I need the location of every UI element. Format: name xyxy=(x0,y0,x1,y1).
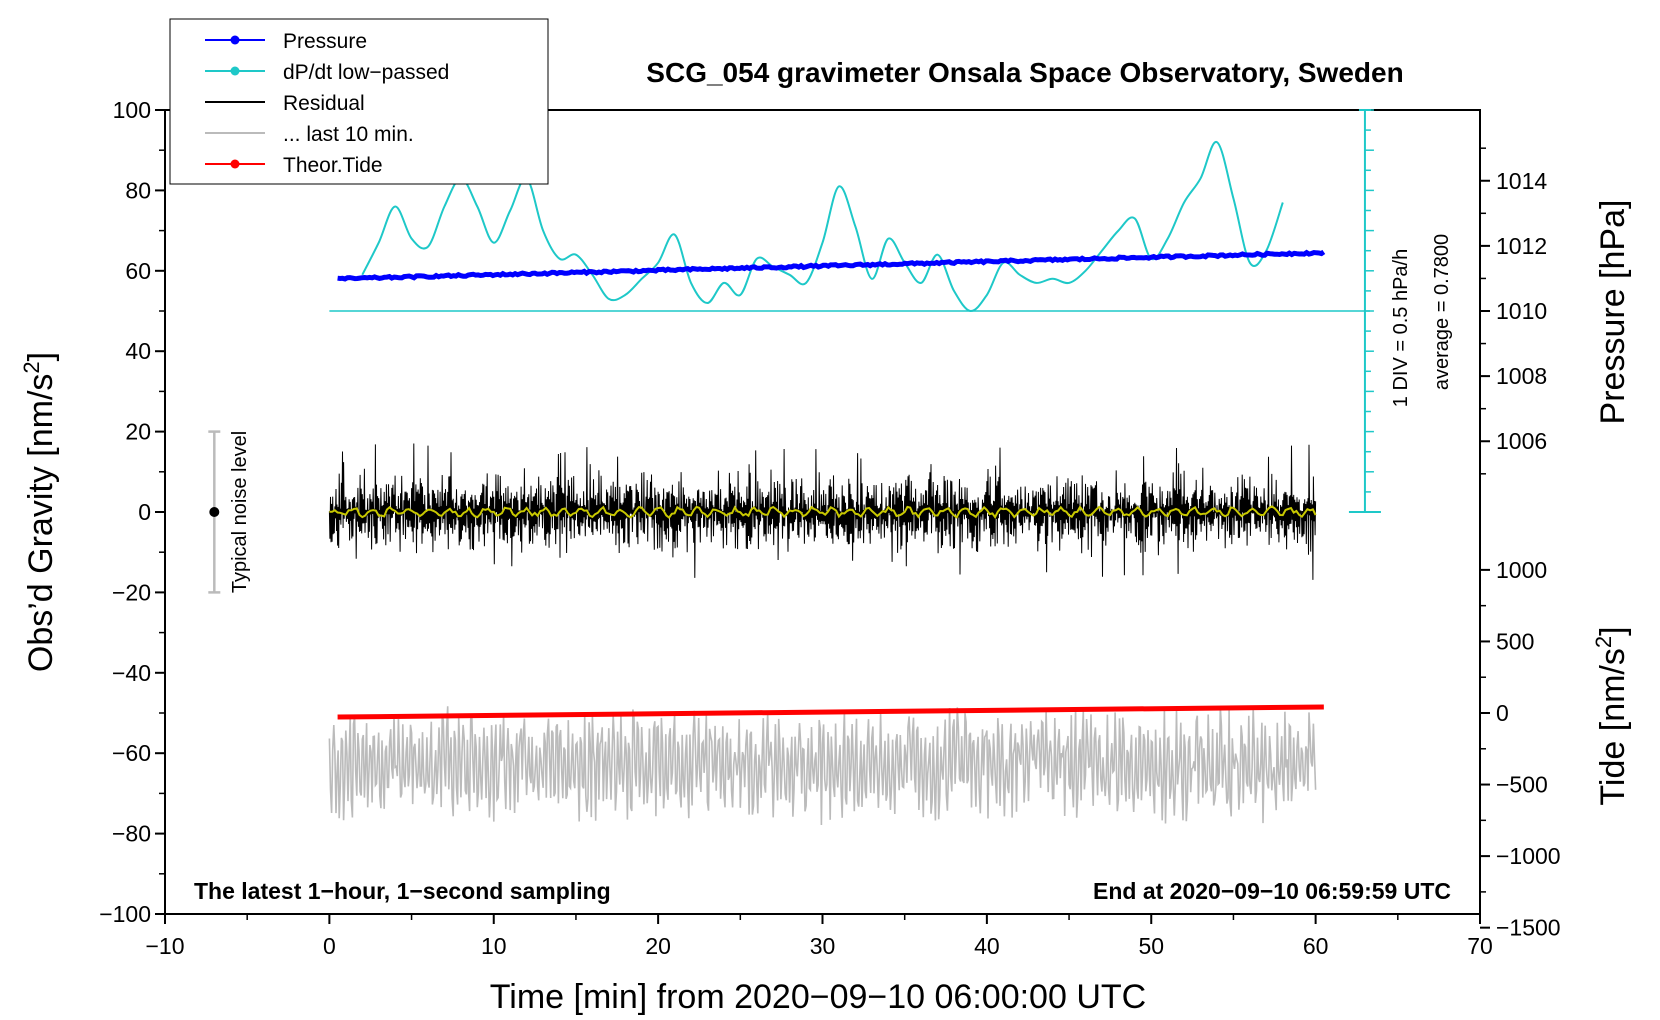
y-axis-left-label-sup: 2 xyxy=(19,361,44,373)
y-axis-left-label-end: ] xyxy=(22,352,60,361)
x-tick-label: 70 xyxy=(1467,933,1493,959)
y-tick-label: 0 xyxy=(138,499,151,525)
pressure-tick-label: 1014 xyxy=(1496,168,1547,194)
scale-label-div: 1 DIV = 0.5 hPa/h xyxy=(1390,249,1412,407)
noise-level-label: Typical noise level xyxy=(229,431,251,593)
x-tick-label: 0 xyxy=(323,933,336,959)
chart-title: SCG_054 gravimeter Onsala Space Observat… xyxy=(646,57,1403,88)
legend-marker xyxy=(230,35,240,45)
y-tick-label: 40 xyxy=(125,338,151,364)
y-axis-left: −100 −80 −60 −40 −20 0 20 40 60 80 100 xyxy=(99,97,165,927)
legend-box xyxy=(169,18,549,185)
legend-label: dP/dt low−passed xyxy=(283,61,449,84)
series-theor-tide xyxy=(337,704,1324,720)
x-axis-label: Time [min] from 2020−09−10 06:00:00 UTC xyxy=(490,978,1146,1016)
y-tick-label: −100 xyxy=(99,901,151,927)
y-axis-tide-label-sup: 2 xyxy=(1591,636,1616,648)
y-tick-label: −60 xyxy=(112,740,151,766)
y-tick-label: −40 xyxy=(112,660,151,686)
pressure-tick-label: 1012 xyxy=(1496,233,1547,259)
scale-label-average: average = 0.7800 xyxy=(1431,234,1453,390)
legend-label: Residual xyxy=(283,92,365,115)
pressure-tick-label: 1006 xyxy=(1496,428,1547,454)
y-tick-label: 80 xyxy=(125,177,151,203)
legend: Pressure dP/dt low−passed Residual ... last… xyxy=(169,18,549,185)
series-last-10-min xyxy=(328,706,1317,826)
y-axis-tide: −1500 −1000 −500 0 500 1000 xyxy=(1480,557,1561,941)
series-layer xyxy=(328,141,1370,826)
y-tick-label: 20 xyxy=(125,419,151,445)
y-axis-tide-label-main: Tide [nm/s xyxy=(1594,648,1632,805)
note-right: End at 2020−09−10 06:59:59 UTC xyxy=(1093,878,1451,904)
y-axis-tide-label-end: ] xyxy=(1594,626,1632,635)
y-axis-tide-label: Tide [nm/s2] xyxy=(1591,626,1632,805)
series-dpdt xyxy=(361,141,1284,312)
x-tick-label: 50 xyxy=(1138,933,1164,959)
x-tick-label: 10 xyxy=(481,933,507,959)
y-tick-label: −20 xyxy=(112,579,151,605)
x-axis: −10 0 10 20 30 40 50 60 70 xyxy=(145,914,1493,959)
series-residual-smoothed xyxy=(329,505,1317,520)
tide-tick-label: −1000 xyxy=(1496,843,1561,869)
tide-tick-label: −500 xyxy=(1496,772,1548,798)
x-tick-label: 60 xyxy=(1303,933,1329,959)
y-axis-pressure-label: Pressure [hPa] xyxy=(1594,200,1632,425)
pressure-tick-label: 1008 xyxy=(1496,363,1547,389)
x-tick-label: 40 xyxy=(974,933,1000,959)
y-tick-label: 60 xyxy=(125,258,151,284)
tide-tick-label: 500 xyxy=(1496,628,1534,654)
series-residual xyxy=(328,443,1317,580)
legend-label: Theor.Tide xyxy=(283,154,383,177)
x-tick-label: 20 xyxy=(645,933,671,959)
pressure-rate-scale-bar xyxy=(1348,109,1381,513)
y-tick-label: 100 xyxy=(113,97,151,123)
legend-marker xyxy=(230,66,240,76)
tide-tick-label: 1000 xyxy=(1496,557,1547,583)
note-left: The latest 1−hour, 1−second sampling xyxy=(194,878,611,904)
y-axis-left-label-main: Obs’d Gravity [nm/s xyxy=(22,374,60,673)
legend-label: ... last 10 min. xyxy=(283,123,414,146)
tide-tick-label: −1500 xyxy=(1496,915,1561,941)
noise-bar-dot xyxy=(209,507,220,517)
y-axis-pressure: 1006 1008 1010 1012 1014 xyxy=(1480,147,1547,475)
noise-level-indicator xyxy=(208,430,221,594)
y-tick-label: −80 xyxy=(112,821,151,847)
pressure-tick-label: 1010 xyxy=(1496,298,1547,324)
tide-tick-label: 0 xyxy=(1496,700,1509,726)
series-pressure xyxy=(337,249,1326,282)
x-tick-label: 30 xyxy=(810,933,836,959)
y-axis-left-label: Obs’d Gravity [nm/s2] xyxy=(19,352,60,672)
x-tick-label: −10 xyxy=(145,933,184,959)
legend-label: Pressure xyxy=(283,30,367,53)
legend-marker xyxy=(230,159,240,169)
